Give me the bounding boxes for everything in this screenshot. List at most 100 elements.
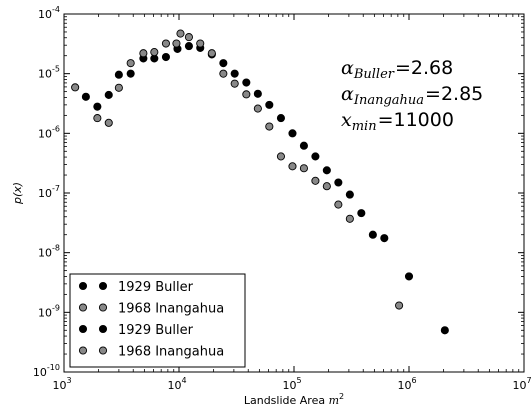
x-tick-base: 10	[512, 379, 526, 392]
data-point	[368, 230, 377, 239]
y-tick-base: 10	[38, 187, 52, 200]
y-tick-exponent: -5	[52, 65, 60, 74]
data-point	[276, 152, 285, 161]
data-point	[126, 59, 135, 68]
data-point	[207, 49, 216, 58]
y-axis-label: p(x)	[11, 182, 24, 205]
data-point	[357, 209, 366, 218]
legend: 1929 Buller 1968 Inangahua 1929 Buller 1968…	[69, 273, 246, 368]
x-tick-label: 103	[52, 376, 71, 392]
annotation-equals: =	[425, 83, 441, 105]
legend-marker	[78, 303, 88, 312]
data-point	[395, 301, 404, 310]
x-tick-exponent: 7	[526, 376, 531, 385]
data-point	[104, 118, 113, 127]
x-tick-base: 10	[167, 379, 181, 392]
annotation-equals: =	[395, 57, 411, 79]
annotation-2: xmin=11000	[341, 109, 454, 134]
annotation-symbol: α	[341, 57, 354, 79]
x-tick-label: 105	[282, 376, 301, 392]
data-point	[172, 39, 181, 48]
data-point	[322, 166, 331, 175]
legend-label: 1929 Buller	[118, 323, 194, 338]
x-tick-label: 106	[397, 376, 416, 392]
y-tick-label: 10-7	[38, 184, 60, 200]
y-tick-label: 10-8	[38, 244, 60, 260]
annotation-value: 2.68	[411, 57, 453, 79]
x-axis-label-text: Landslide Area	[244, 394, 329, 407]
axis-labels: Landslide Area m2 p(x)	[11, 182, 344, 407]
data-point	[184, 33, 193, 42]
y-tick-base: 10	[38, 306, 52, 319]
data-point	[242, 90, 251, 99]
y-tick-label: 10-9	[38, 303, 60, 319]
data-point	[242, 78, 251, 87]
x-tick-exponent: 4	[181, 376, 186, 385]
x-tick-exponent: 6	[411, 376, 416, 385]
y-tick-exponent: -7	[52, 184, 60, 193]
legend-marker	[98, 346, 108, 355]
data-point	[93, 102, 102, 111]
data-point	[230, 69, 239, 78]
data-point	[253, 104, 262, 113]
x-tick-exponent: 5	[296, 376, 301, 385]
annotation-symbol: α	[341, 83, 354, 105]
y-tick-exponent: -10	[47, 363, 60, 372]
annotation-subscript: min	[352, 119, 377, 134]
y-tick-exponent: -8	[52, 244, 60, 253]
data-point	[276, 114, 285, 123]
x-tick-base: 10	[397, 379, 411, 392]
data-point	[299, 141, 308, 150]
data-point	[219, 69, 228, 78]
data-point	[93, 114, 102, 123]
data-point	[288, 162, 297, 171]
data-point	[380, 234, 389, 243]
y-tick-label: 10-5	[38, 65, 60, 81]
legend-label: 1929 Buller	[118, 280, 194, 295]
y-tick-base: 10	[38, 68, 52, 81]
data-point	[404, 272, 414, 281]
data-point	[81, 92, 90, 101]
legend-label: 1968 Inangahua	[118, 345, 224, 360]
x-tick-base: 10	[52, 379, 66, 392]
legend-marker	[98, 281, 108, 291]
data-point	[114, 70, 123, 79]
data-points	[71, 29, 449, 335]
annotation-value: 11000	[394, 109, 454, 131]
y-tick-label: 10-4	[38, 5, 60, 21]
x-tick-label: 104	[167, 376, 186, 392]
y-tick-exponent: -6	[52, 124, 60, 133]
data-point	[265, 122, 274, 131]
data-point	[114, 83, 123, 92]
data-point	[299, 164, 308, 173]
data-point	[161, 39, 170, 48]
data-point	[139, 49, 148, 58]
annotation-equals: =	[378, 109, 394, 131]
data-point	[196, 39, 205, 48]
data-point	[104, 90, 113, 99]
data-point	[322, 182, 331, 191]
x-axis-label-unit: m	[329, 394, 339, 407]
data-point	[265, 100, 274, 109]
data-point	[334, 200, 343, 209]
annotation-0: αBuller=2.68	[341, 57, 453, 82]
data-point	[345, 190, 354, 199]
annotation-subscript: Buller	[353, 67, 395, 82]
data-point	[334, 178, 343, 187]
axis-ticks: 103 104 105 106 10710-1010-910-810-710-610-5…	[33, 5, 531, 392]
annotation-symbol: x	[341, 109, 352, 131]
x-tick-base: 10	[282, 379, 296, 392]
annotation-subscript: Inangahua	[353, 93, 424, 108]
x-axis-label-unit-exponent: 2	[339, 392, 344, 401]
x-tick-exponent: 3	[66, 376, 71, 385]
data-point	[311, 152, 320, 161]
data-point	[253, 89, 262, 98]
legend-marker	[78, 281, 88, 291]
series-inangahua	[71, 29, 404, 310]
x-axis-label: Landslide Area m2	[244, 392, 344, 407]
legend-marker	[78, 324, 88, 334]
legend-label: 1968 Inangahua	[118, 302, 224, 317]
annotation-value: 2.85	[441, 83, 483, 105]
